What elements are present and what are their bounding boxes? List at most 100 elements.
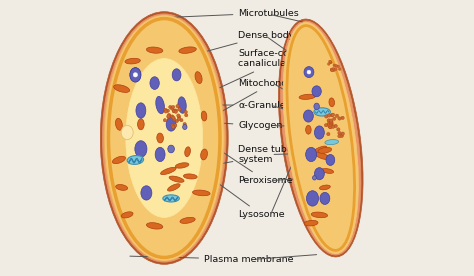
Ellipse shape	[333, 64, 336, 67]
Ellipse shape	[176, 105, 179, 108]
Ellipse shape	[315, 152, 329, 160]
Ellipse shape	[172, 69, 181, 81]
Ellipse shape	[330, 69, 333, 71]
Ellipse shape	[166, 117, 176, 131]
Ellipse shape	[183, 174, 197, 179]
Ellipse shape	[180, 217, 195, 223]
Text: Glycogen: Glycogen	[178, 120, 283, 130]
Ellipse shape	[337, 65, 339, 68]
Text: Mitochondrion: Mitochondrion	[138, 79, 306, 159]
Ellipse shape	[281, 21, 361, 255]
Ellipse shape	[338, 68, 341, 70]
Ellipse shape	[329, 119, 333, 122]
Ellipse shape	[192, 190, 210, 196]
Ellipse shape	[303, 110, 313, 122]
Ellipse shape	[329, 122, 333, 125]
Ellipse shape	[195, 72, 202, 83]
Ellipse shape	[179, 47, 196, 53]
Ellipse shape	[100, 12, 228, 264]
Ellipse shape	[328, 63, 330, 65]
Ellipse shape	[327, 119, 330, 122]
Ellipse shape	[169, 105, 172, 109]
Ellipse shape	[163, 195, 179, 202]
Text: Dense body: Dense body	[138, 31, 295, 70]
Ellipse shape	[183, 125, 187, 128]
Ellipse shape	[171, 124, 174, 127]
Ellipse shape	[314, 108, 330, 116]
Ellipse shape	[338, 117, 341, 120]
Ellipse shape	[283, 22, 358, 254]
Ellipse shape	[161, 167, 176, 175]
Ellipse shape	[331, 113, 335, 116]
Ellipse shape	[304, 220, 318, 226]
Ellipse shape	[304, 67, 314, 78]
Ellipse shape	[146, 47, 163, 53]
Ellipse shape	[331, 69, 334, 72]
Ellipse shape	[334, 124, 337, 128]
Ellipse shape	[335, 64, 337, 67]
Ellipse shape	[312, 176, 316, 180]
Ellipse shape	[168, 114, 172, 118]
Ellipse shape	[171, 107, 174, 110]
Ellipse shape	[184, 113, 188, 117]
Text: Dense tubular
system: Dense tubular system	[183, 145, 306, 171]
Ellipse shape	[130, 68, 141, 82]
Ellipse shape	[178, 97, 186, 113]
Ellipse shape	[167, 184, 180, 191]
Ellipse shape	[166, 109, 170, 112]
Ellipse shape	[314, 103, 319, 110]
Ellipse shape	[307, 191, 319, 206]
Ellipse shape	[112, 156, 126, 164]
Text: Lysosome: Lysosome	[173, 151, 285, 219]
Ellipse shape	[338, 134, 341, 138]
Ellipse shape	[157, 133, 164, 143]
Ellipse shape	[135, 141, 147, 157]
Ellipse shape	[127, 156, 144, 164]
Ellipse shape	[330, 120, 333, 124]
Ellipse shape	[167, 115, 170, 119]
Ellipse shape	[172, 116, 175, 119]
Ellipse shape	[338, 131, 341, 135]
Text: Surface-connected
canalicular system: Surface-connected canalicular system	[128, 49, 328, 130]
Ellipse shape	[341, 116, 344, 120]
Ellipse shape	[327, 132, 330, 136]
Ellipse shape	[167, 113, 171, 117]
Ellipse shape	[172, 125, 175, 129]
Ellipse shape	[174, 110, 177, 113]
Ellipse shape	[311, 212, 328, 218]
Ellipse shape	[329, 61, 332, 64]
Ellipse shape	[177, 115, 181, 118]
Ellipse shape	[322, 169, 334, 173]
Ellipse shape	[116, 118, 122, 130]
Ellipse shape	[146, 223, 163, 229]
Ellipse shape	[332, 69, 335, 72]
Ellipse shape	[104, 15, 224, 261]
Ellipse shape	[175, 163, 189, 168]
Ellipse shape	[335, 114, 338, 117]
Ellipse shape	[329, 123, 332, 127]
Ellipse shape	[299, 94, 316, 99]
Ellipse shape	[137, 119, 144, 130]
Ellipse shape	[126, 59, 202, 217]
Ellipse shape	[320, 192, 330, 205]
Ellipse shape	[278, 19, 363, 257]
Ellipse shape	[102, 14, 226, 262]
Ellipse shape	[318, 147, 332, 153]
Ellipse shape	[121, 125, 133, 140]
Ellipse shape	[133, 73, 137, 77]
Ellipse shape	[307, 70, 311, 74]
Ellipse shape	[114, 85, 130, 92]
Ellipse shape	[178, 108, 181, 111]
Ellipse shape	[156, 96, 164, 114]
Ellipse shape	[184, 110, 187, 114]
Ellipse shape	[180, 118, 183, 122]
Text: Plasma membrane: Plasma membrane	[130, 255, 293, 264]
Ellipse shape	[329, 98, 335, 107]
Ellipse shape	[173, 124, 177, 127]
Ellipse shape	[324, 124, 328, 127]
Ellipse shape	[150, 77, 159, 89]
Ellipse shape	[130, 68, 141, 82]
Ellipse shape	[328, 120, 333, 129]
Ellipse shape	[116, 185, 128, 190]
Ellipse shape	[168, 145, 174, 153]
